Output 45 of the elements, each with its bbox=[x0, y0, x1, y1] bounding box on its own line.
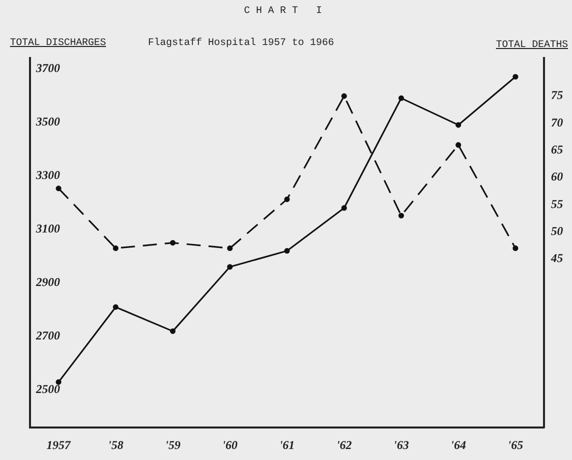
y-tick-label: 3500 bbox=[35, 114, 60, 128]
y2-tick-label: 70 bbox=[551, 115, 563, 130]
point bbox=[56, 186, 62, 192]
point bbox=[341, 93, 347, 99]
point bbox=[112, 304, 118, 310]
y2-tick-label: 45 bbox=[550, 251, 563, 266]
x-tick-label: '58 bbox=[108, 438, 124, 452]
point bbox=[456, 122, 462, 128]
x-tick-label: '61 bbox=[279, 438, 295, 452]
chart-title: CHART I bbox=[242, 6, 329, 17]
y-axis-title: TOTAL DISCHARGES bbox=[10, 38, 106, 49]
y-tick-label: 2700 bbox=[35, 328, 60, 343]
point bbox=[56, 379, 62, 385]
point bbox=[341, 205, 347, 211]
y-tick-label: 2500 bbox=[35, 382, 60, 396]
x-tick-label: '62 bbox=[336, 438, 352, 452]
point bbox=[112, 245, 118, 252]
y2-tick-label: 60 bbox=[551, 170, 563, 184]
y2-tick-label: 75 bbox=[551, 88, 563, 102]
x-tick-label: '60 bbox=[222, 438, 238, 452]
y-tick-label: 3100 bbox=[35, 222, 60, 236]
x-tick-label: 1957 bbox=[46, 438, 72, 452]
point bbox=[227, 245, 233, 252]
y2-tick-label: 50 bbox=[551, 224, 563, 238]
point bbox=[284, 248, 290, 254]
point bbox=[227, 264, 233, 270]
x-tick-label: '65 bbox=[508, 438, 524, 452]
point bbox=[170, 328, 176, 334]
point bbox=[398, 212, 404, 218]
point bbox=[456, 142, 462, 148]
y2-tick-label: 65 bbox=[551, 142, 563, 156]
y2-axis-title: TOTAL DEATHS bbox=[496, 40, 568, 51]
x-tick-label: '63 bbox=[394, 438, 409, 452]
y2-tick-label: 55 bbox=[551, 196, 563, 211]
point bbox=[512, 74, 518, 80]
point bbox=[284, 196, 290, 202]
point bbox=[512, 245, 518, 252]
point bbox=[170, 240, 176, 246]
chart-subtitle: Flagstaff Hospital 1957 to 1966 bbox=[148, 38, 334, 49]
y-tick-label: 3700 bbox=[35, 60, 60, 75]
y-tick-label: 2900 bbox=[35, 275, 60, 290]
point bbox=[398, 95, 404, 101]
y-tick-label: 3300 bbox=[35, 168, 60, 182]
x-tick-label: '59 bbox=[165, 438, 180, 452]
x-tick-label: '64 bbox=[450, 438, 466, 452]
